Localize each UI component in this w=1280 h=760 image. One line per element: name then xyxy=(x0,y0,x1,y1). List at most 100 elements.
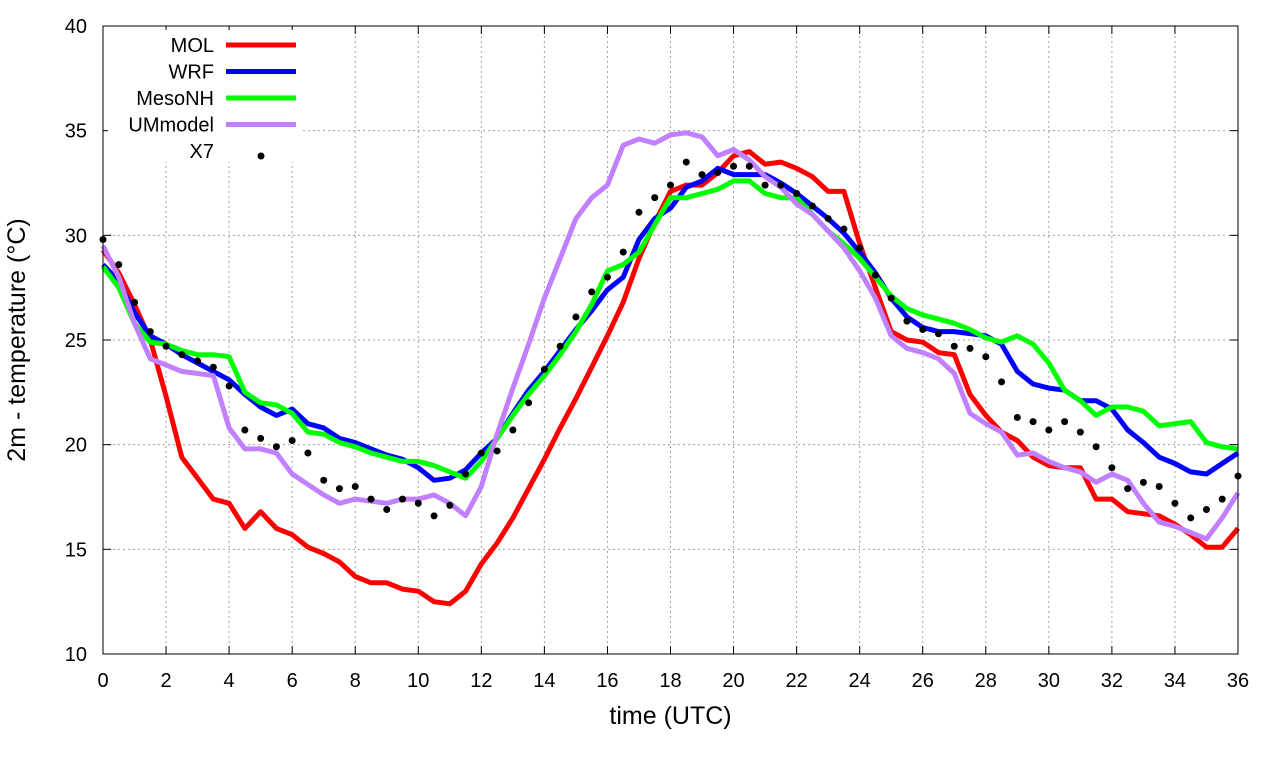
data-point-x7 xyxy=(493,447,501,455)
data-point-x7 xyxy=(761,181,769,189)
x-axis-title: time (UTC) xyxy=(609,702,731,730)
data-point-x7 xyxy=(1139,478,1147,486)
x-tick-label: 30 xyxy=(1038,670,1060,692)
x-tick-label: 22 xyxy=(785,670,807,692)
data-point-x7 xyxy=(194,357,202,365)
data-point-x7 xyxy=(241,426,249,434)
data-point-x7 xyxy=(320,476,328,484)
data-point-x7 xyxy=(367,495,375,503)
x-tick-label: 18 xyxy=(659,670,681,692)
data-point-x7 xyxy=(1124,485,1132,493)
data-point-x7 xyxy=(1187,514,1195,522)
data-point-x7 xyxy=(446,501,454,509)
data-point-x7 xyxy=(856,244,864,252)
x-tick-label: 20 xyxy=(722,670,744,692)
x-tick-label: 4 xyxy=(224,670,235,692)
legend-label-wrf: WRF xyxy=(168,62,214,84)
y-axis-title: 2m - temperature (°C) xyxy=(3,218,31,461)
series-layer xyxy=(99,130,1242,607)
x-tick-label: 6 xyxy=(287,670,298,692)
series-line-ummodel xyxy=(100,130,1241,542)
data-point-x7 xyxy=(1045,426,1053,434)
data-point-x7 xyxy=(698,171,706,179)
data-point-x7 xyxy=(509,426,517,434)
data-point-x7 xyxy=(399,495,407,503)
legend-label-mesonh: MesoNH xyxy=(136,88,214,110)
y-tick-label: 30 xyxy=(65,225,87,247)
x-tick-label: 24 xyxy=(849,670,871,692)
data-point-x7 xyxy=(919,326,927,334)
data-point-x7 xyxy=(871,271,879,279)
data-point-x7 xyxy=(209,363,217,371)
legend-marker-x7 xyxy=(257,152,265,160)
x-tick-label: 8 xyxy=(350,670,361,692)
data-point-x7 xyxy=(619,248,627,256)
y-tick-label: 25 xyxy=(65,330,87,352)
data-point-x7 xyxy=(1076,428,1084,436)
x-tick-label: 16 xyxy=(596,670,618,692)
y-tick-label: 10 xyxy=(65,644,87,666)
data-point-x7 xyxy=(745,162,753,170)
data-point-x7 xyxy=(934,330,942,338)
data-point-x7 xyxy=(272,443,280,451)
series-x7 xyxy=(99,158,1242,522)
y-tick-label: 35 xyxy=(65,121,87,143)
data-point-x7 xyxy=(430,512,438,520)
data-point-x7 xyxy=(808,202,816,210)
data-point-x7 xyxy=(588,288,596,296)
data-point-x7 xyxy=(1092,443,1100,451)
data-point-x7 xyxy=(257,434,265,442)
series-line-mol xyxy=(100,149,1240,607)
data-point-x7 xyxy=(1108,464,1116,472)
data-point-x7 xyxy=(477,449,485,457)
data-point-x7 xyxy=(225,382,233,390)
data-point-x7 xyxy=(714,169,722,177)
data-point-x7 xyxy=(682,158,690,166)
y-tick-label: 20 xyxy=(65,435,87,457)
data-point-x7 xyxy=(288,436,296,444)
series-line-mesonh xyxy=(101,178,1239,481)
data-point-x7 xyxy=(982,353,990,361)
data-point-x7 xyxy=(351,483,359,491)
x-tick-label: 0 xyxy=(97,670,108,692)
data-point-x7 xyxy=(635,208,643,216)
data-point-x7 xyxy=(903,317,911,325)
data-point-x7 xyxy=(1218,495,1226,503)
data-point-x7 xyxy=(824,215,832,223)
data-point-x7 xyxy=(730,162,738,170)
data-point-x7 xyxy=(1171,499,1179,507)
x-tick-label: 14 xyxy=(533,670,555,692)
data-point-x7 xyxy=(1029,418,1037,426)
data-point-x7 xyxy=(383,506,391,514)
data-point-x7 xyxy=(603,273,611,281)
data-point-x7 xyxy=(556,342,564,350)
data-point-x7 xyxy=(840,225,848,233)
x-tick-label: 2 xyxy=(160,670,171,692)
data-point-x7 xyxy=(1155,483,1163,491)
data-point-x7 xyxy=(1202,506,1210,514)
data-point-x7 xyxy=(651,194,659,202)
x-tick-label: 10 xyxy=(407,670,429,692)
data-point-x7 xyxy=(525,399,533,407)
data-point-x7 xyxy=(966,344,974,352)
data-point-x7 xyxy=(887,294,895,302)
y-tick-label: 15 xyxy=(65,539,87,561)
data-point-x7 xyxy=(335,485,343,493)
x-tick-label: 32 xyxy=(1101,670,1123,692)
data-point-x7 xyxy=(131,298,139,306)
ticks: 0 2 4 6 8 10 12 14 16 18 20 22 24 26 28 30 32 34 361015202… xyxy=(65,16,1249,692)
data-point-x7 xyxy=(1013,413,1021,421)
x-tick-label: 36 xyxy=(1227,670,1249,692)
data-point-x7 xyxy=(572,313,580,321)
data-point-x7 xyxy=(146,328,154,336)
x-tick-label: 26 xyxy=(912,670,934,692)
x-tick-label: 34 xyxy=(1164,670,1186,692)
legend: MOL WRF MesoNH UMmodel X7 xyxy=(108,30,300,163)
series-line-wrf xyxy=(101,165,1240,483)
data-point-x7 xyxy=(540,365,548,373)
grid xyxy=(103,26,1238,654)
legend-label-mol: MOL xyxy=(171,35,214,57)
data-point-x7 xyxy=(414,499,422,507)
data-point-x7 xyxy=(178,351,186,359)
